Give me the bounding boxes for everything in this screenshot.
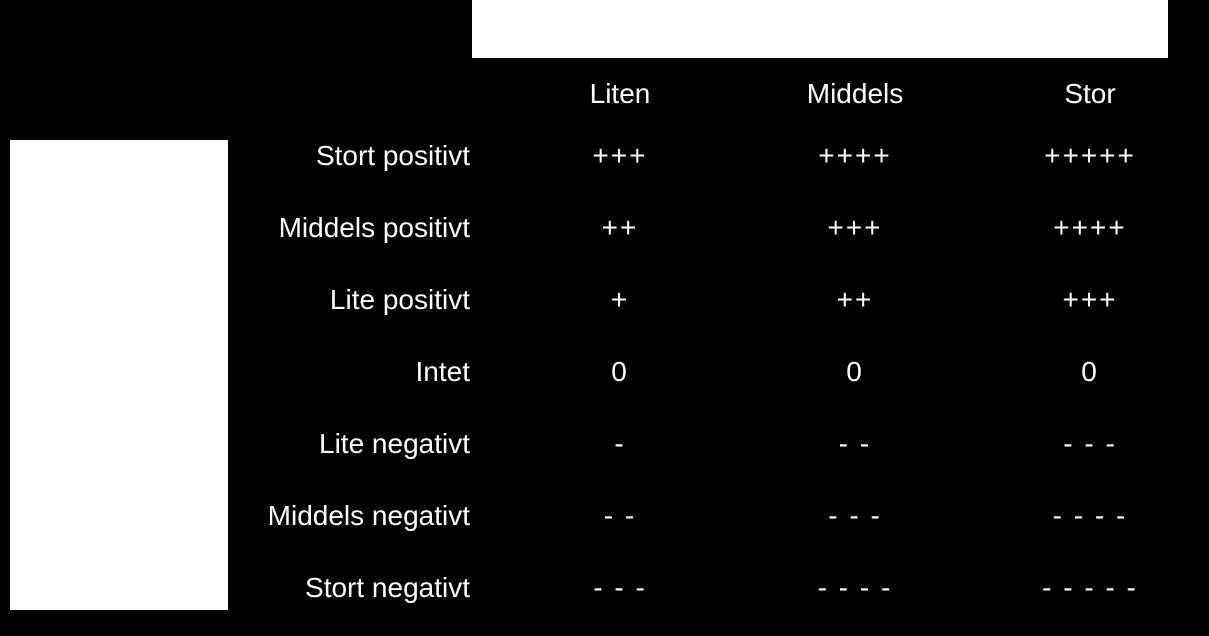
cell-1-1: +++ (755, 212, 955, 244)
cell-3-1: 0 (755, 356, 955, 388)
col-header-2: Stor (990, 78, 1190, 110)
cell-6-1: - - - - (755, 572, 955, 604)
col-header-0: Liten (520, 78, 720, 110)
matrix-table: Liten Middels Stor Stort positivt +++ ++… (0, 0, 1209, 636)
cell-4-0: - (520, 428, 720, 460)
row-label-6: Stort negativt (180, 572, 470, 604)
col-header-1: Middels (755, 78, 955, 110)
cell-1-2: ++++ (990, 212, 1190, 244)
cell-1-0: ++ (520, 212, 720, 244)
cell-6-2: - - - - - (990, 572, 1190, 604)
cell-2-0: + (520, 284, 720, 316)
row-label-1: Middels positivt (180, 212, 470, 244)
cell-3-2: 0 (990, 356, 1190, 388)
cell-2-1: ++ (755, 284, 955, 316)
cell-2-2: +++ (990, 284, 1190, 316)
cell-0-2: +++++ (990, 140, 1190, 172)
cell-4-2: - - - (990, 428, 1190, 460)
cell-0-1: ++++ (755, 140, 955, 172)
row-label-4: Lite negativt (180, 428, 470, 460)
row-label-5: Middels negativt (180, 500, 470, 532)
cell-6-0: - - - (520, 572, 720, 604)
cell-5-0: - - (520, 500, 720, 532)
row-label-2: Lite positivt (180, 284, 470, 316)
row-label-0: Stort positivt (180, 140, 470, 172)
cell-0-0: +++ (520, 140, 720, 172)
cell-5-1: - - - (755, 500, 955, 532)
cell-5-2: - - - - (990, 500, 1190, 532)
top-header-box (472, 0, 1168, 58)
row-label-3: Intet (180, 356, 470, 388)
cell-3-0: 0 (520, 356, 720, 388)
cell-4-1: - - (755, 428, 955, 460)
